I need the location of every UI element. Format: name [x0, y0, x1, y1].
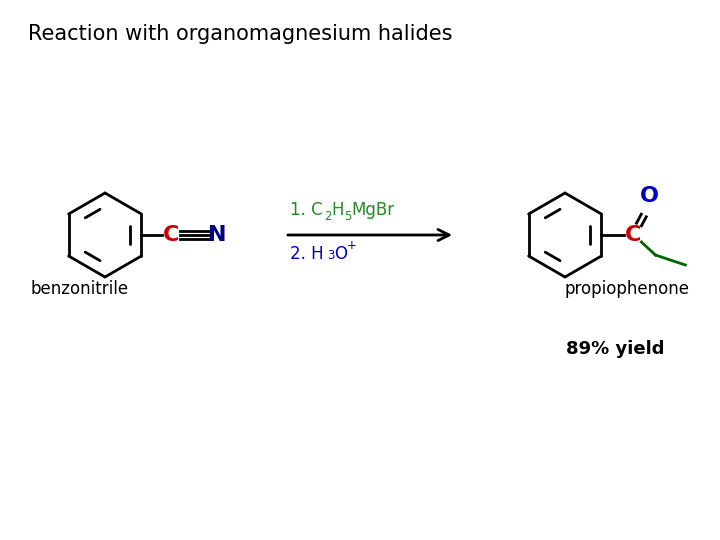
- Text: O: O: [640, 186, 659, 206]
- Text: C: C: [625, 225, 642, 245]
- Text: 2. H: 2. H: [290, 245, 323, 263]
- Text: O: O: [334, 245, 347, 263]
- Text: N: N: [208, 225, 227, 245]
- Text: 5: 5: [344, 210, 351, 223]
- Text: MgBr: MgBr: [351, 201, 394, 219]
- Text: Reaction with organomagnesium halides: Reaction with organomagnesium halides: [28, 24, 452, 44]
- Text: +: +: [347, 239, 357, 252]
- Text: 89% yield: 89% yield: [566, 340, 665, 358]
- Text: benzonitrile: benzonitrile: [30, 280, 128, 298]
- Text: 2: 2: [324, 210, 331, 223]
- Text: H: H: [331, 201, 343, 219]
- Text: propiophenone: propiophenone: [565, 280, 690, 298]
- Text: 1. C: 1. C: [290, 201, 323, 219]
- Text: 3: 3: [327, 249, 334, 262]
- Text: C: C: [163, 225, 179, 245]
